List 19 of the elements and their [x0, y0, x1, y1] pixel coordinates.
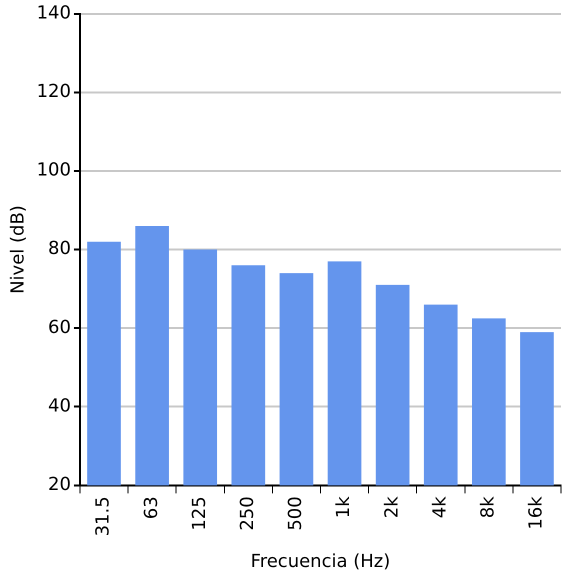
x-tick-label: 8k — [478, 496, 499, 518]
y-tick-label: 40 — [48, 395, 71, 416]
x-tick-label: 16k — [526, 496, 547, 530]
y-tick-label: 60 — [48, 316, 71, 338]
x-tick-label: 31.5 — [92, 496, 114, 536]
y-axis-title: Nivel (dB) — [7, 205, 28, 294]
y-tick-label: 80 — [48, 238, 71, 260]
x-axis-title: Frecuencia (Hz) — [250, 550, 390, 572]
x-tick-label: 1k — [333, 496, 354, 518]
y-tick-label: 100 — [36, 160, 71, 181]
y-tick-label: 120 — [36, 81, 71, 102]
x-tick-label: 4k — [429, 496, 450, 518]
x-tick-label: 63 — [140, 496, 162, 520]
y-tick-label: 20 — [48, 474, 71, 495]
x-tick-label: 125 — [188, 496, 210, 531]
x-tick-label: 500 — [285, 496, 306, 531]
y-tick-label: 140 — [36, 2, 71, 24]
x-tick-label: 2k — [381, 496, 402, 518]
x-tick-label: 250 — [236, 496, 258, 531]
